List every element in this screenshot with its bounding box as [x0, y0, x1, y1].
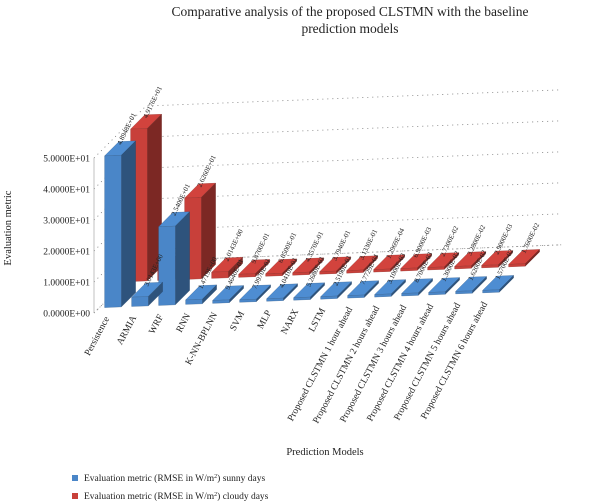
- x-tick-label-5: SVM: [229, 309, 248, 332]
- bar-sunny-5-front: [239, 299, 257, 303]
- bar-cloudy-13-front: [481, 264, 499, 269]
- bar-sunny-2-side: [175, 211, 190, 306]
- bar-sunny-0: [104, 140, 136, 308]
- bar-cloudy-10-front: [400, 267, 418, 272]
- bar-sunny-6: [266, 283, 298, 302]
- bar-cloudy-12: [454, 251, 486, 270]
- bar-sunny-12-front: [428, 291, 446, 296]
- bar-sunny-8: [320, 281, 352, 300]
- gridline-1: [93, 213, 562, 283]
- gridline-2: [93, 182, 562, 252]
- bar-cloudy-9-front: [373, 268, 391, 273]
- bar-sunny-14-front: [482, 289, 500, 294]
- bar-sunny-7: [293, 282, 325, 301]
- bar-sunny-0-front: [104, 155, 122, 308]
- bar-sunny-3-front: [185, 299, 203, 305]
- x-tick-label-8: LSTM: [307, 306, 328, 334]
- bar-cloudy-11: [427, 252, 459, 271]
- bar-cloudy-4-front: [238, 273, 256, 278]
- bar-sunny-1: [131, 281, 163, 307]
- bar-cloudy-11-front: [427, 266, 445, 271]
- bar-sunny-2-front: [158, 225, 176, 306]
- bar-cloudy-14-front: [508, 263, 526, 268]
- bar-sunny-10-front: [374, 293, 392, 298]
- x-tick-label-2: WRF: [148, 313, 166, 336]
- bar-sunny-8-front: [320, 295, 338, 300]
- bar-sunny-2: [158, 211, 190, 306]
- x-tick-label-6: MLP: [256, 309, 274, 331]
- bar-sunny-1-front: [131, 296, 149, 307]
- x-axis-label: Prediction Models: [286, 447, 363, 458]
- y-tick-label-4: 4.0000E+01: [43, 186, 90, 196]
- legend-swatch-cloudy: [72, 493, 78, 499]
- bar-sunny-13-front: [455, 290, 473, 295]
- bar-sunny-13: [455, 276, 487, 295]
- bar-cloudy-10: [400, 253, 432, 272]
- x-tick-label-7: NARX: [280, 308, 302, 337]
- y-tick-label-1: 1.0000E+01: [43, 279, 90, 289]
- bar-cloudy-4: [238, 259, 270, 278]
- bar-cloudy-14: [508, 249, 540, 268]
- bar-sunny-7-front: [293, 296, 311, 301]
- y-tick-label-0: 0.0000E+00: [43, 310, 90, 320]
- y-tick-label-3: 3.0000E+01: [43, 217, 90, 227]
- gridline-4: [93, 120, 562, 190]
- bar-sunny-14: [482, 275, 514, 294]
- y-tick-label-5: 5.0000E+01: [43, 155, 90, 165]
- legend: Evaluation metric (RMSE in W/m2) sunny d…: [72, 473, 269, 502]
- legend-entry-cloudy: Evaluation metric (RMSE in W/m2) cloudy …: [84, 491, 269, 502]
- bar-cloudy-7: [319, 256, 351, 275]
- bar-cloudy-13: [481, 250, 513, 269]
- chart-title-line1: Comparative analysis of the proposed CLS…: [172, 4, 529, 19]
- bar-cloudy-6: [292, 257, 324, 276]
- bar-cloudy-5: [265, 258, 297, 277]
- bar-cloudy-3: [211, 256, 243, 279]
- gridline-5: [93, 89, 562, 159]
- bar-cloudy-5-front: [265, 273, 283, 277]
- bar-sunny-5: [239, 284, 271, 303]
- y-axis-label: Evaluation metric: [3, 190, 14, 265]
- bar-cloudy-3-front: [211, 271, 229, 279]
- y-tick-label-2: 2.0000E+01: [43, 248, 90, 258]
- bar-cloudy-7-front: [319, 270, 337, 275]
- bar-sunny-0-side: [121, 140, 136, 308]
- x-tick-label-1: ARMIA: [115, 314, 139, 347]
- bar-cloudy-9: [373, 254, 405, 273]
- legend-swatch-sunny: [72, 475, 78, 481]
- bar-cloudy-8: [346, 255, 378, 274]
- bar-sunny-6-front: [266, 297, 284, 302]
- bar-sunny-11-front: [401, 292, 419, 297]
- plot-area: 0.0000E+00 1.0000E+01 2.0000E+01 3.0000E+01…: [43, 85, 562, 425]
- bar-sunny-4-front: [212, 299, 230, 304]
- bar-sunny-10: [374, 279, 406, 298]
- legend-entry-sunny: Evaluation metric (RMSE in W/m2) sunny d…: [84, 473, 265, 484]
- bar-sunny-9: [347, 280, 379, 299]
- bar-cloudy-6-front: [292, 271, 310, 276]
- chart-title-line2: prediction models: [301, 21, 398, 36]
- bar-sunny-3: [185, 284, 217, 305]
- bar-sunny-4: [212, 285, 244, 304]
- bar-sunny-11: [401, 278, 433, 297]
- bar-cloudy-12-front: [454, 265, 472, 270]
- gridline-0: [93, 244, 562, 314]
- bar-cloudy-8-front: [346, 269, 364, 274]
- gridline-3: [93, 151, 562, 221]
- x-tick-label-0: Persistence: [83, 315, 112, 357]
- bar-sunny-12: [428, 277, 460, 296]
- x-tick-label-3: RNN: [175, 312, 193, 335]
- bar-sunny-9-front: [347, 294, 365, 299]
